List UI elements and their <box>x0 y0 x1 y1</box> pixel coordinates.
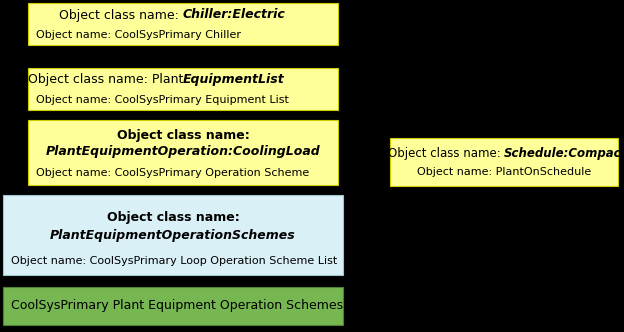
Text: PlantEquipmentOperation:CoolingLoad: PlantEquipmentOperation:CoolingLoad <box>46 145 320 158</box>
FancyBboxPatch shape <box>390 138 618 186</box>
FancyBboxPatch shape <box>28 3 338 45</box>
Text: Object class name: Plant: Object class name: Plant <box>27 73 183 87</box>
Text: Object name: CoolSysPrimary Equipment List: Object name: CoolSysPrimary Equipment Li… <box>36 95 289 105</box>
Text: Chiller:Electric: Chiller:Electric <box>183 9 286 22</box>
Text: Object name: PlantOnSchedule: Object name: PlantOnSchedule <box>417 167 591 177</box>
Text: CoolSysPrimary Plant Equipment Operation Schemes: CoolSysPrimary Plant Equipment Operation… <box>11 299 343 312</box>
FancyBboxPatch shape <box>3 195 343 275</box>
Text: Object class name:: Object class name: <box>59 9 183 22</box>
Text: Object name: CoolSysPrimary Loop Operation Scheme List: Object name: CoolSysPrimary Loop Operati… <box>11 256 337 266</box>
Text: EquipmentList: EquipmentList <box>183 73 285 87</box>
Text: Object class name:: Object class name: <box>107 210 240 223</box>
Text: Object name: CoolSysPrimary Operation Scheme: Object name: CoolSysPrimary Operation Sc… <box>36 168 310 178</box>
FancyBboxPatch shape <box>28 68 338 110</box>
FancyBboxPatch shape <box>28 120 338 185</box>
Text: Schedule:Compact: Schedule:Compact <box>504 146 624 159</box>
Text: PlantEquipmentOperationSchemes: PlantEquipmentOperationSchemes <box>50 228 296 241</box>
Text: Object name: CoolSysPrimary Chiller: Object name: CoolSysPrimary Chiller <box>36 30 241 40</box>
Text: Object class name:: Object class name: <box>388 146 504 159</box>
Text: Object class name:: Object class name: <box>117 128 250 141</box>
FancyBboxPatch shape <box>3 287 343 325</box>
